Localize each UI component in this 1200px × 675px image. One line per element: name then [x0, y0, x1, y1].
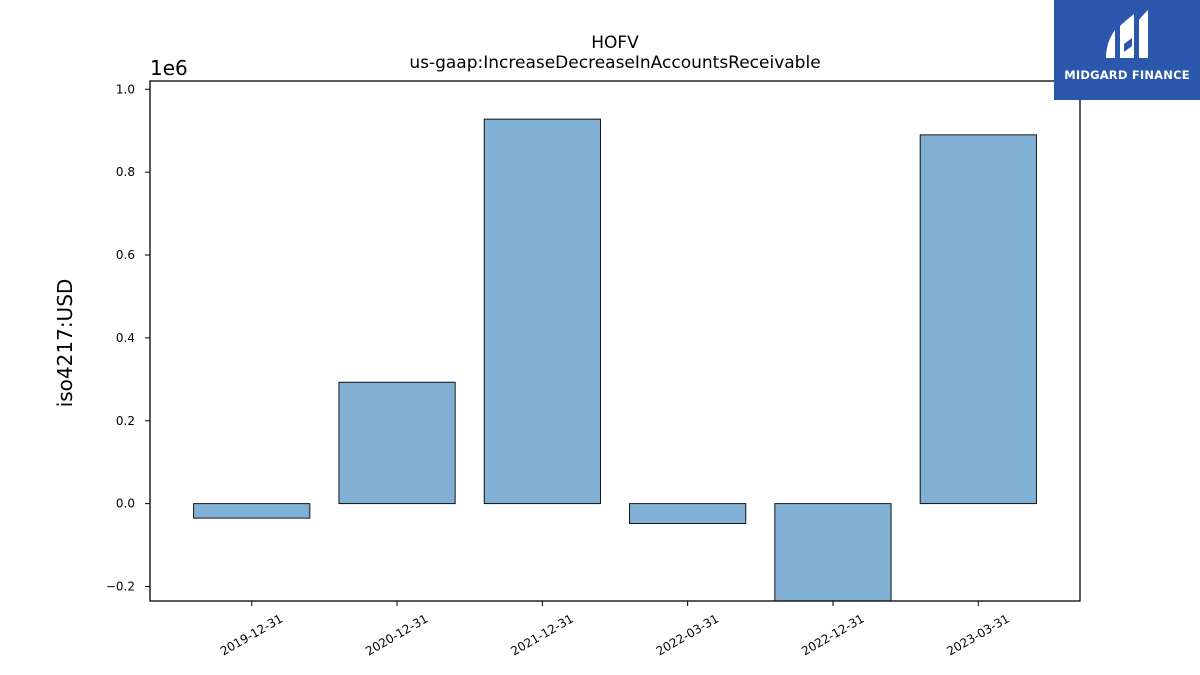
y-axis: −0.2 0.0 0.2 0.4 0.6 0.8 1.0 — [106, 82, 150, 594]
y-tick-label: 0.6 — [116, 248, 135, 262]
y-tick-label: 0.0 — [116, 497, 135, 511]
logo-text: MIDGARD FINANCE — [1064, 68, 1190, 82]
y-tick-label: −0.2 — [106, 580, 135, 594]
y-axis-label: iso4217:USD — [53, 279, 77, 408]
chart-title: HOFV — [591, 33, 639, 53]
x-tick-label: 2019-12-31 — [218, 611, 285, 658]
y-tick-label: 1.0 — [116, 82, 135, 96]
y-tick-label: 0.8 — [116, 165, 135, 179]
bar-2021-12-31 — [483, 118, 601, 505]
x-tick-label: 2020-12-31 — [363, 611, 430, 658]
chart-subtitle: us-gaap:IncreaseDecreaseInAccountsReceiv… — [409, 53, 820, 73]
y-tick-label: 0.2 — [116, 414, 135, 428]
y-offset-label: 1e6 — [150, 56, 188, 80]
midgard-finance-logo: MIDGARD FINANCE — [1054, 0, 1200, 100]
y-tick-label: 0.4 — [116, 331, 135, 345]
bar-2019-12-31 — [193, 503, 311, 519]
bar-2022-12-31 — [774, 503, 892, 602]
bar-2022-03-31 — [629, 503, 747, 524]
bar-2023-03-31 — [919, 134, 1037, 505]
x-tick-label: 2021-12-31 — [508, 611, 575, 658]
x-axis: 2019-12-31 2020-12-31 2021-12-31 2022-03-31… — [218, 601, 1012, 658]
x-tick-label: 2022-12-31 — [799, 611, 866, 658]
bar-2020-12-31 — [338, 381, 456, 505]
x-tick-label: 2023-03-31 — [944, 611, 1011, 658]
midgard-logo-icon — [1106, 10, 1148, 58]
bars-group — [193, 118, 1037, 602]
x-tick-label: 2022-03-31 — [654, 611, 721, 658]
plot-frame — [149, 80, 1081, 602]
